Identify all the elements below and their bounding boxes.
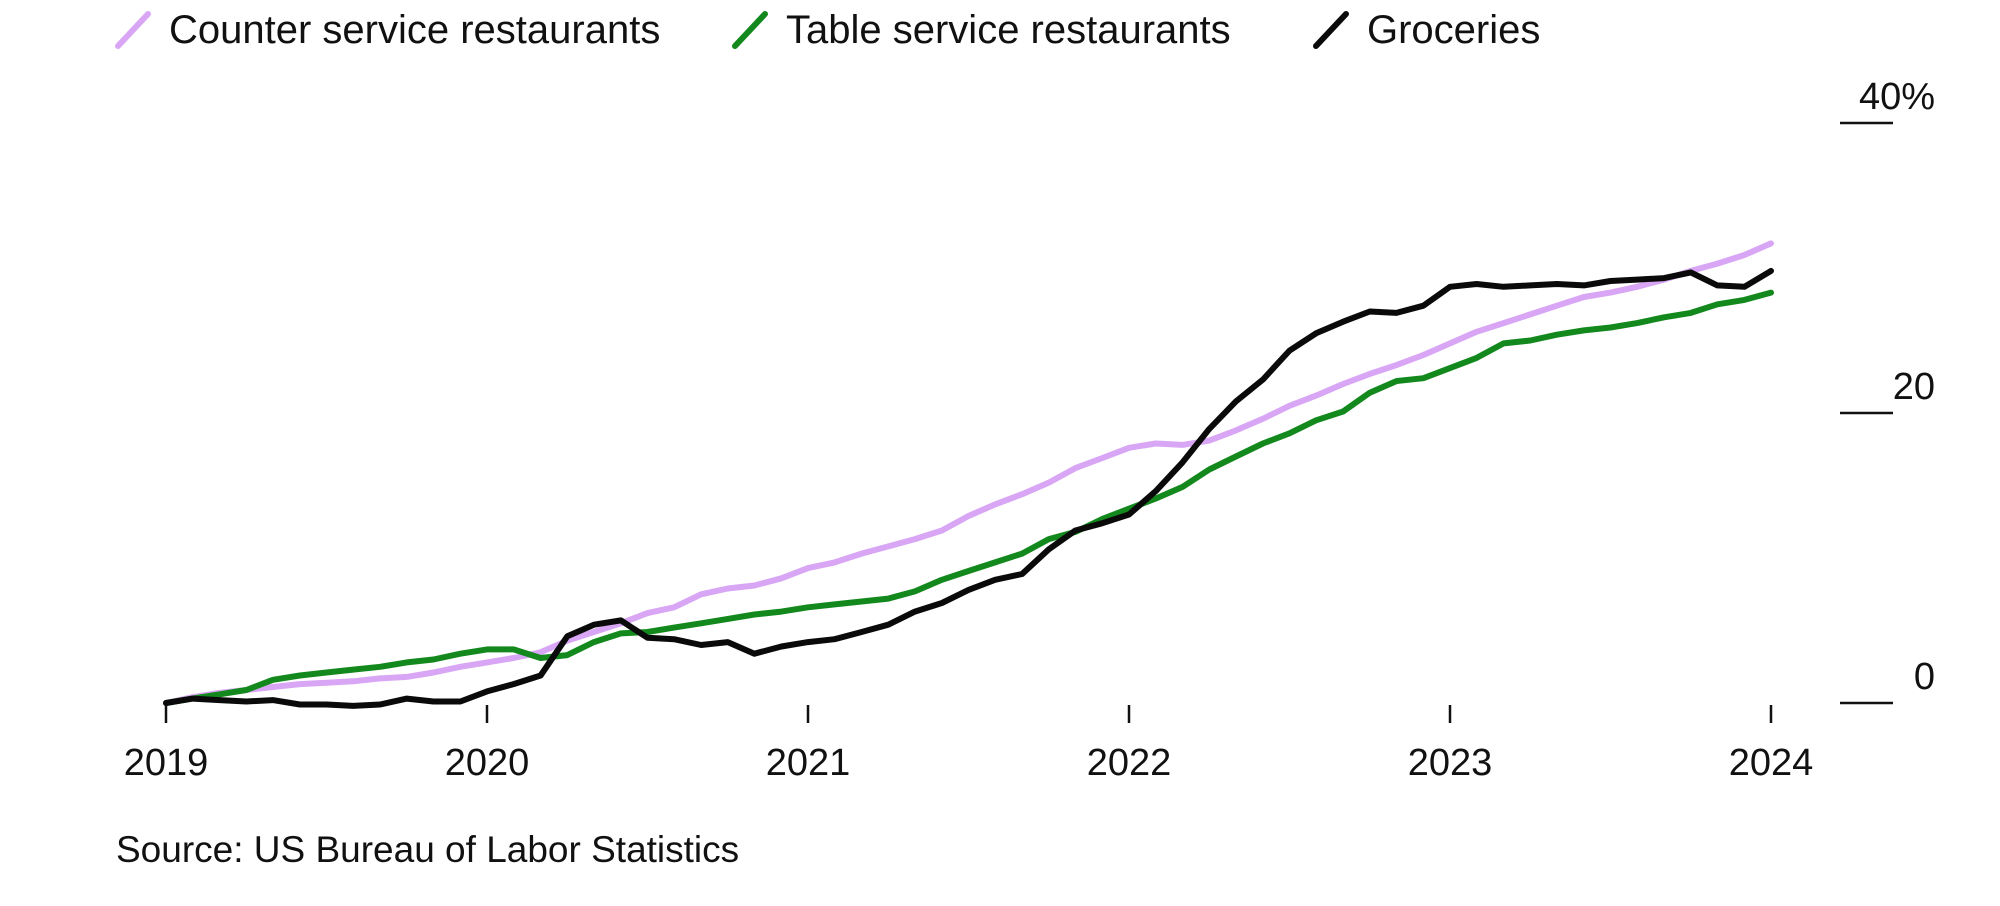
series-line-3 [163, 267, 1774, 709]
x-tick-label: 2024 [1729, 742, 1814, 784]
legend-label: Table service restaurants [786, 8, 1231, 52]
series-line-1 [163, 240, 1774, 706]
x-tick-label: 2019 [124, 742, 209, 784]
legend-swatch [115, 11, 151, 49]
source-note: Source: US Bureau of Labor Statistics [116, 829, 739, 870]
y-axis: 0 20 40% [1840, 76, 1935, 705]
series-layer [163, 240, 1774, 709]
series-line-2 [163, 289, 1774, 706]
x-axis: 2019 2020 2021 2022 2023 2024 [124, 705, 1814, 784]
x-tick-label: 2021 [766, 742, 851, 784]
x-tick-label: 2022 [1087, 742, 1172, 784]
legend-label: Counter service restaurants [169, 8, 660, 52]
legend-swatch [732, 11, 768, 49]
y-tick-label: 0 [1914, 656, 1935, 698]
x-tick-label: 2020 [445, 742, 530, 784]
legend: Counter service restaurants Table service… [115, 8, 1540, 52]
y-tick-label: 20 [1893, 366, 1935, 408]
legend-label: Groceries [1367, 8, 1540, 52]
x-tick-label: 2023 [1408, 742, 1493, 784]
y-tick-label: 40% [1859, 76, 1935, 118]
legend-swatch [1313, 11, 1349, 49]
